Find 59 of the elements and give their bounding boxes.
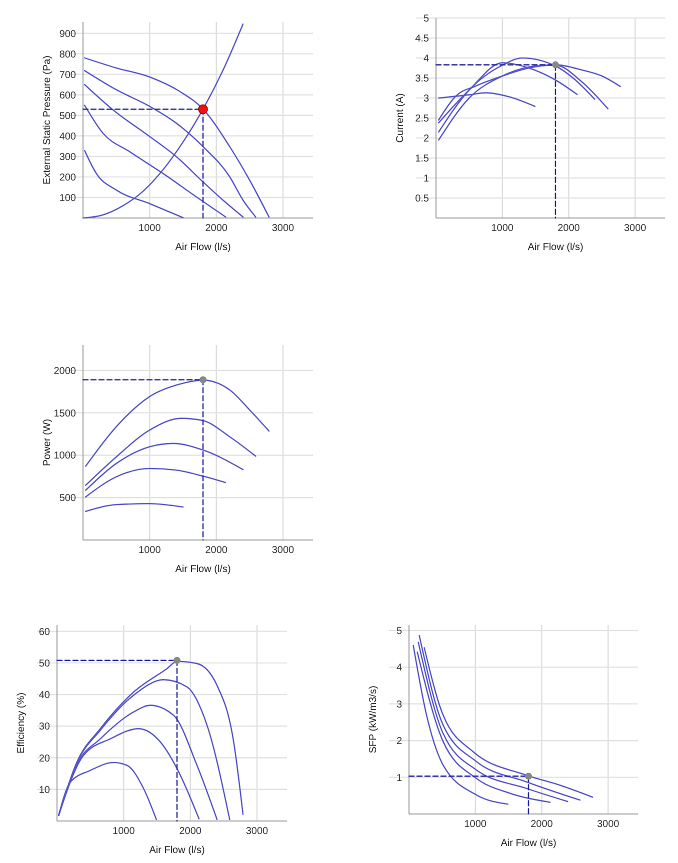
- y-tick-label: 20: [38, 753, 50, 764]
- x-axis-title: Air Flow (l/s): [175, 242, 231, 253]
- x-tick-label: 2000: [558, 223, 580, 234]
- y-tick-label: 300: [59, 152, 76, 163]
- y-axis-title: SFP (kW/m3/s): [368, 686, 379, 754]
- y-tick-label: 1: [423, 174, 430, 184]
- y-tick-label: 4: [396, 662, 402, 674]
- y-tick-label: 3.5: [415, 74, 430, 84]
- y-axis-title: Current (A): [395, 93, 406, 143]
- x-axis-title: Air Flow (l/s): [500, 838, 556, 849]
- y-tick-label: 4.5: [415, 34, 430, 44]
- y-tick-label: 1.5: [415, 154, 430, 164]
- x-tick-label: 2000: [205, 545, 228, 556]
- y-tick-label: 500: [59, 493, 76, 504]
- y-tick-label: 50: [38, 658, 50, 670]
- y-axis-title: Efficiency (%): [16, 692, 27, 754]
- y-tick-label: 200: [59, 172, 76, 184]
- x-axis-title: Air Flow (l/s): [528, 242, 584, 253]
- x-tick-label: 2000: [179, 826, 202, 837]
- x-tick-label: 3000: [272, 223, 295, 234]
- x-tick-label: 1000: [491, 223, 514, 234]
- y-tick-label: 2: [423, 134, 430, 144]
- x-tick-label: 1000: [138, 545, 162, 556]
- y-tick-label: 1: [396, 772, 402, 784]
- x-tick-label: 3000: [272, 545, 295, 556]
- x-axis-title: Air Flow (l/s): [175, 564, 231, 575]
- x-axis-title: Air Flow (l/s): [149, 845, 205, 856]
- y-tick-label: 10: [38, 784, 50, 796]
- y-tick-label: 4: [423, 54, 430, 64]
- y-tick-label: 1500: [54, 408, 76, 420]
- y-tick-label: 100: [59, 192, 76, 204]
- y-tick-label: 5: [423, 14, 430, 24]
- y-tick-label: 400: [59, 131, 76, 142]
- y-tick-label: 500: [59, 110, 76, 122]
- y-tick-label: 60: [38, 626, 50, 638]
- x-tick-label: 1000: [464, 819, 487, 830]
- x-tick-label: 2000: [530, 819, 554, 830]
- y-tick-label: 2.5: [415, 114, 430, 124]
- x-tick-label: 3000: [624, 223, 647, 234]
- y-tick-label: 800: [59, 49, 76, 60]
- y-tick-label: 2000: [54, 366, 76, 377]
- x-tick-label: 2000: [205, 223, 228, 234]
- y-tick-label: 2: [396, 736, 402, 748]
- x-tick-label: 1000: [112, 826, 136, 837]
- y-tick-label: 30: [38, 722, 50, 733]
- y-tick-label: 600: [59, 90, 76, 102]
- y-tick-label: 40: [38, 690, 50, 702]
- y-tick-label: 3: [396, 699, 402, 710]
- y-tick-label: 3: [423, 94, 430, 104]
- y-tick-label: 5: [396, 626, 402, 638]
- y-tick-label: 700: [59, 70, 76, 81]
- y-tick-label: 1000: [54, 450, 76, 462]
- y-tick-label: 0.5: [415, 194, 430, 204]
- x-tick-label: 1000: [138, 223, 162, 234]
- x-tick-label: 3000: [597, 819, 620, 830]
- x-tick-label: 3000: [246, 826, 269, 837]
- y-axis-title: External Static Pressure (Pa): [42, 56, 53, 184]
- y-axis-title: Power (W): [42, 418, 53, 466]
- y-tick-label: 900: [59, 28, 76, 40]
